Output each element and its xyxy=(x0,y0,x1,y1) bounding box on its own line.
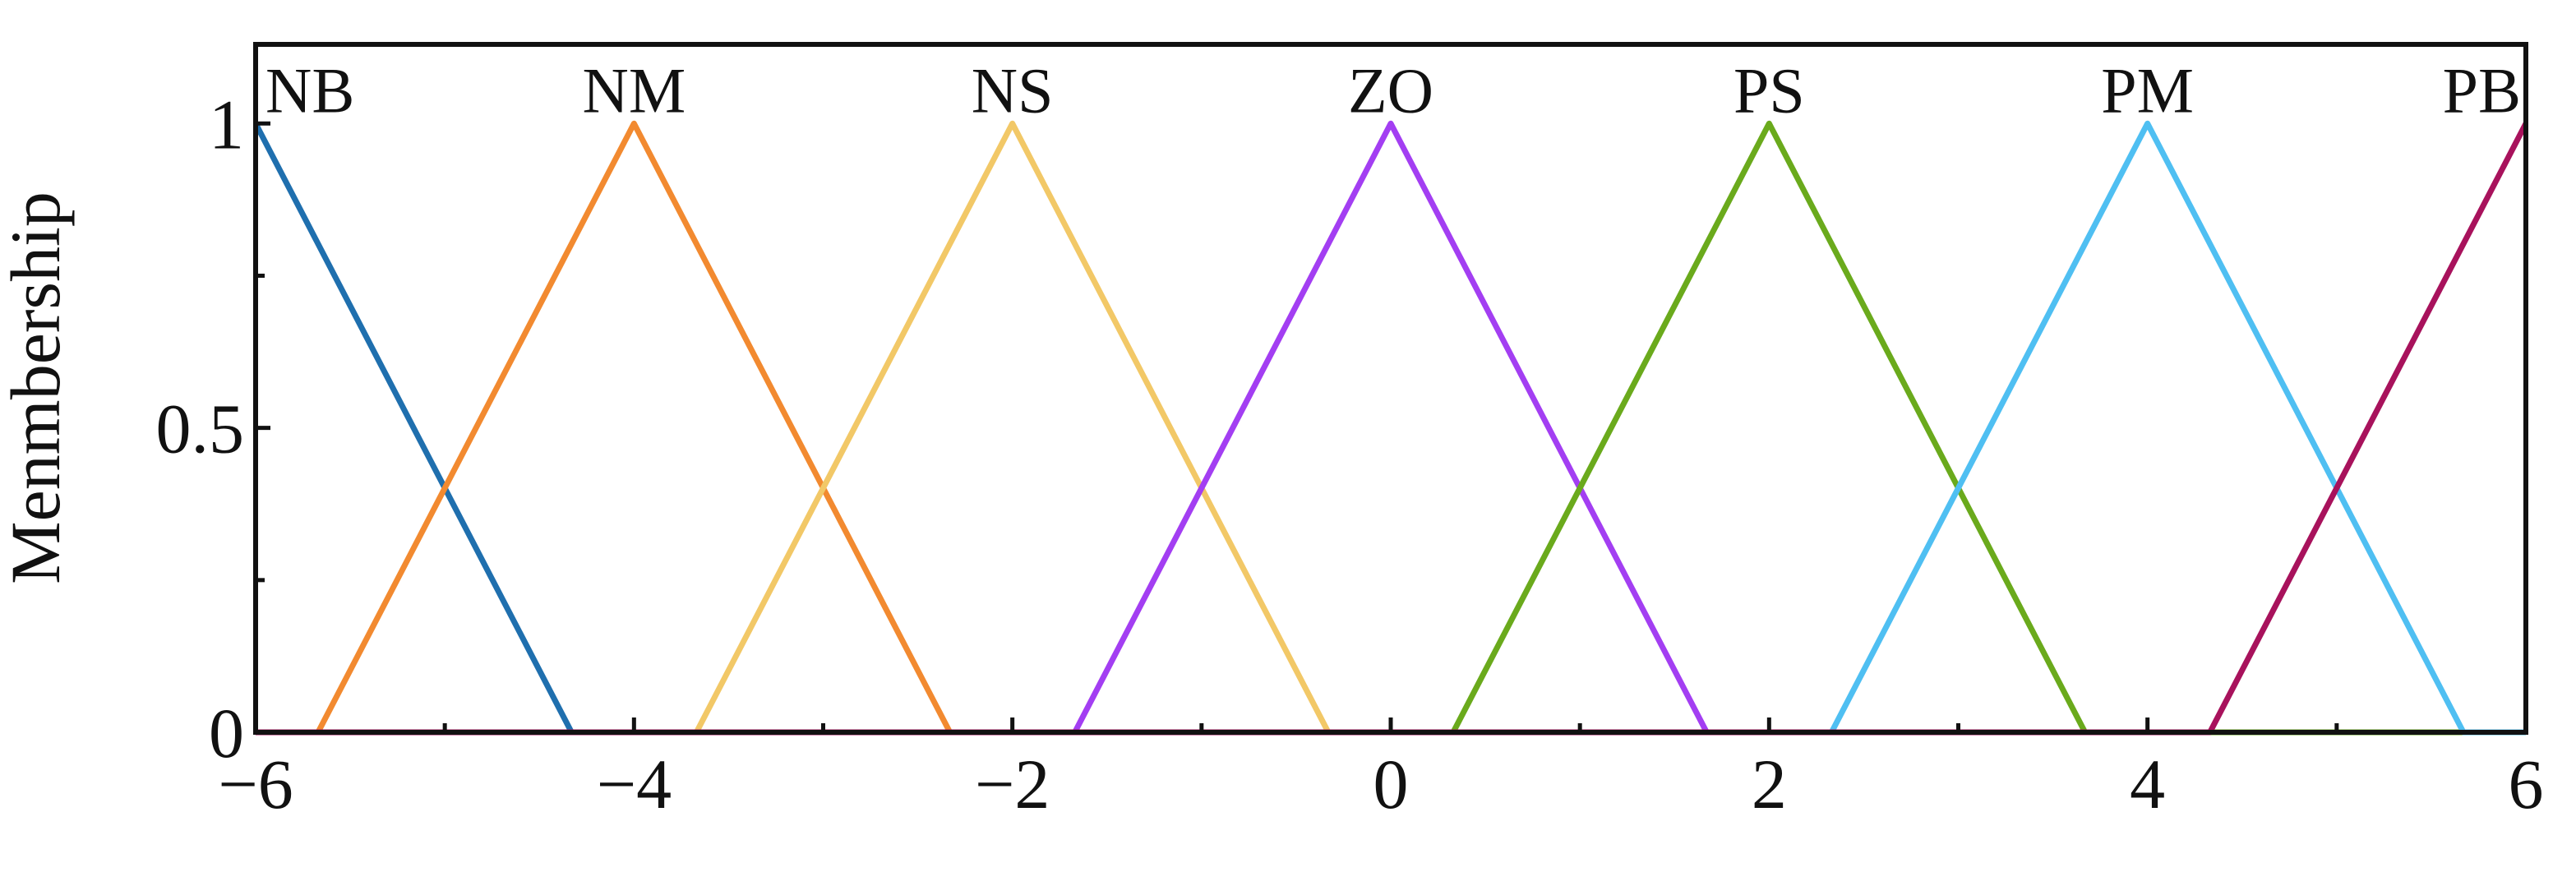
series-label-pm: PM xyxy=(2101,54,2194,126)
x-tick-label: −4 xyxy=(597,745,672,824)
series-label-nb: NB xyxy=(265,54,354,126)
x-tick-label: 6 xyxy=(2509,745,2544,824)
series-layer xyxy=(252,120,2529,736)
plot-frame xyxy=(253,42,2528,735)
y-tick-label: 1 xyxy=(209,85,244,164)
series-label-nm: NM xyxy=(582,54,686,126)
series-label-ns: NS xyxy=(972,54,1054,126)
x-tick-label: −6 xyxy=(218,745,293,824)
series-line-nb xyxy=(252,122,2526,736)
series-label-ps: PS xyxy=(1733,54,1805,126)
series-line-pb xyxy=(256,122,2529,736)
labels-layer: NB NM NS ZO PS PM PB −6 −4 −2 0 2 4 6 0 0.5 1 xyxy=(156,54,2544,824)
series-line-nm xyxy=(256,120,2526,736)
series-label-zo: ZO xyxy=(1348,54,1433,126)
series-label-pb: PB xyxy=(2443,54,2521,126)
x-tick-label: 0 xyxy=(1373,745,1409,824)
y-tick-label: 0 xyxy=(209,694,244,773)
series-line-ps xyxy=(256,120,2526,736)
y-axis-title: Menmbership xyxy=(0,191,75,584)
ticks-layer xyxy=(253,121,2528,732)
series-line-pm xyxy=(256,120,2526,736)
y-tick-label: 0.5 xyxy=(156,390,245,468)
x-tick-label: 2 xyxy=(1752,745,1787,824)
series-line-ns xyxy=(256,120,2526,736)
x-tick-label: −2 xyxy=(975,745,1050,824)
series-line-zo xyxy=(256,120,2526,736)
x-tick-label: 4 xyxy=(2130,745,2165,824)
